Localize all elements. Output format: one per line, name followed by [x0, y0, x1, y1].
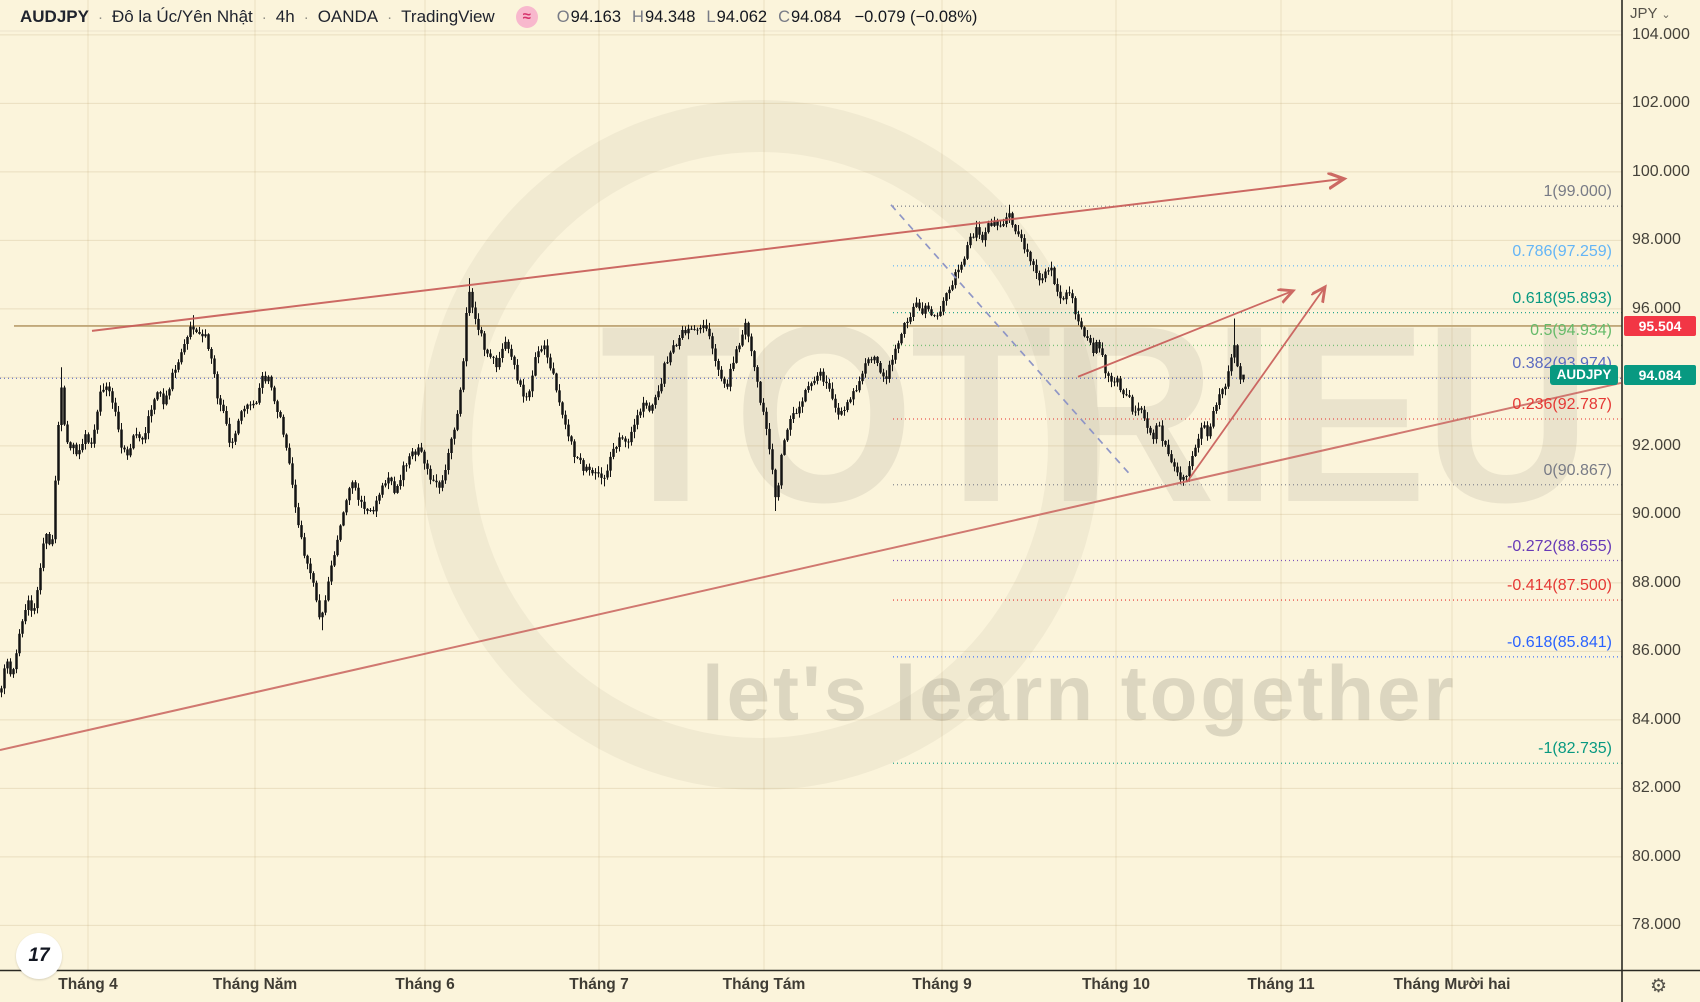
currency-selector[interactable]: JPY ⌄	[1630, 5, 1671, 22]
low-label: L	[706, 7, 716, 26]
platform-label: TradingView	[401, 7, 495, 26]
open-value: 94.163	[570, 7, 622, 26]
symbol-title[interactable]: AUDJPY	[20, 7, 89, 26]
legend-separator: ·	[387, 8, 393, 26]
candle-wicks	[1, 204, 1244, 698]
legend-separator: ·	[303, 8, 309, 26]
month-label: Tháng Năm	[212, 976, 298, 993]
change-value: −0.079 (−0.08%)	[854, 7, 978, 26]
lower-channel[interactable]	[0, 381, 1622, 752]
low-value: 94.062	[716, 7, 768, 26]
price-tag: 94.084	[1624, 364, 1696, 385]
price-tick: 104.000	[1632, 25, 1690, 43]
fib-label[interactable]: 0(90.867)	[1543, 461, 1613, 479]
currency-label: JPY	[1630, 5, 1658, 22]
tradingview-logo-glyph: 17	[28, 945, 50, 966]
candle-bodies	[0, 213, 1245, 693]
dashed-trend-line[interactable]	[890, 204, 1133, 478]
price-tick: 96.000	[1632, 299, 1681, 317]
exchange-label: OANDA	[317, 7, 379, 26]
price-tick: 92.000	[1632, 436, 1681, 454]
legend-separator: ·	[261, 8, 267, 26]
price-tick: 100.000	[1632, 162, 1690, 180]
ohlc-readout: O94.163 H94.348 L94.062 C94.084 −0.079 (…	[557, 8, 978, 27]
fib-label[interactable]: -0.618(85.841)	[1507, 633, 1612, 651]
month-label: Tháng 6	[395, 976, 455, 993]
legend-separator: ·	[97, 8, 103, 26]
month-label: Tháng 9	[912, 976, 972, 993]
symbol-description: Đô la Úc/Yên Nhật	[111, 7, 253, 26]
fib-label[interactable]: 1(99.000)	[1543, 183, 1613, 201]
paper-trading-icon[interactable]: ≈	[515, 6, 538, 28]
chart-legend[interactable]: AUDJPY · Đô la Úc/Yên Nhật · 4h · OANDA …	[20, 5, 977, 29]
month-label: Tháng Mười hai	[1393, 976, 1511, 993]
price-tick: 84.000	[1632, 710, 1681, 728]
price-tick: 78.000	[1632, 916, 1681, 934]
fib-label[interactable]: -0.414(87.500)	[1507, 577, 1612, 595]
upper-channel[interactable]	[91, 179, 1344, 332]
price-tag: 95.504	[1624, 315, 1696, 336]
fib-label[interactable]: 0.5(94.934)	[1530, 322, 1612, 340]
fib-label[interactable]: -1(82.735)	[1538, 740, 1612, 758]
price-tick: 102.000	[1632, 94, 1690, 112]
fib-label[interactable]: 0.236(92.787)	[1512, 395, 1612, 413]
close-value: 94.084	[791, 7, 842, 26]
month-label: Tháng Tám	[722, 976, 806, 993]
tradingview-logo[interactable]: 17	[16, 933, 62, 979]
fib-label[interactable]: 0.786(97.259)	[1512, 242, 1612, 260]
fib-label[interactable]: -0.272(88.655)	[1507, 537, 1612, 555]
price-tick: 90.000	[1632, 505, 1681, 523]
month-label: Tháng 10	[1081, 976, 1151, 993]
watermark-tagline: let's learn together	[702, 649, 1457, 737]
month-label: Tháng 4	[58, 976, 118, 993]
high-value: 94.348	[644, 7, 696, 26]
close-label: C	[778, 7, 790, 26]
price-tick: 80.000	[1632, 847, 1681, 865]
high-label: H	[632, 7, 644, 26]
rising-line-b[interactable]	[1186, 287, 1325, 483]
fib-label[interactable]: 0.618(95.893)	[1512, 289, 1612, 307]
gear-icon[interactable]: ⚙	[1650, 976, 1668, 997]
price-tick: 82.000	[1632, 779, 1681, 797]
month-label: Tháng 11	[1247, 976, 1315, 993]
price-tick: 98.000	[1632, 231, 1681, 249]
chevron-down-icon: ⌄	[1661, 9, 1671, 21]
interval-label[interactable]: 4h	[275, 7, 295, 26]
rising-line-a[interactable]	[1077, 291, 1293, 378]
month-label: Tháng 7	[569, 976, 629, 993]
open-label: O	[556, 7, 570, 26]
symbol-price-pill: AUDJPY	[1550, 364, 1618, 385]
price-tick: 86.000	[1632, 642, 1681, 660]
price-tick: 88.000	[1632, 573, 1681, 591]
